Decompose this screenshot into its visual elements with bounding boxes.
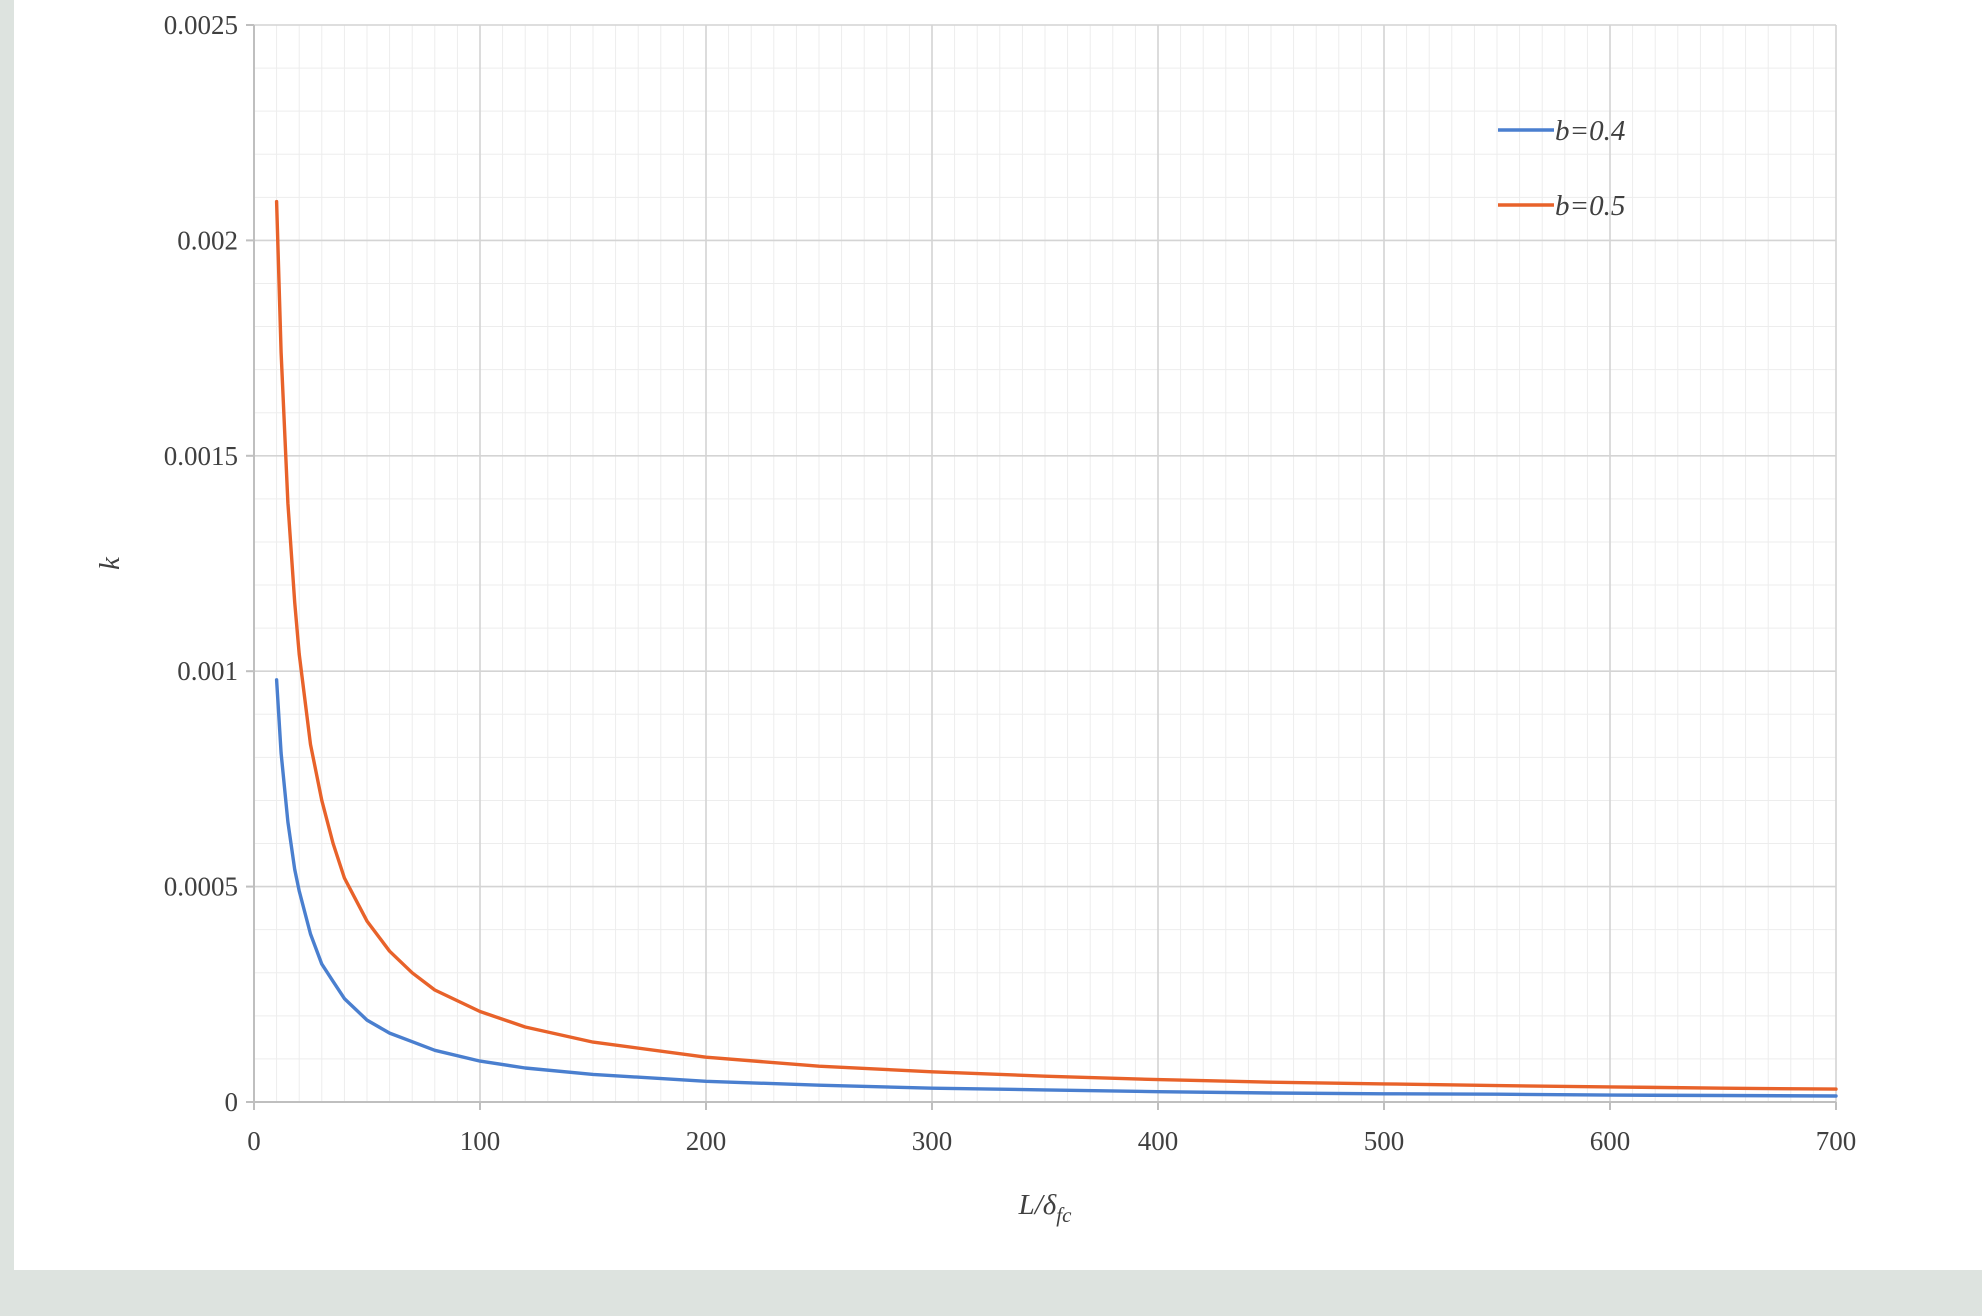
series-line-1 (274, 678, 1838, 1098)
x-tick-label: 300 (912, 1126, 953, 1156)
line-chart: 0 100 200 300 400 500 600 700 0 0.0005 0.001 0.001… (94, 10, 1856, 1227)
legend: b=0.4 b=0.5 (1498, 115, 1625, 222)
y-tick-label: 0 (225, 1087, 239, 1117)
minor-gridlines (254, 25, 1836, 1102)
x-axis-title: L/δfc (1018, 1189, 1073, 1227)
legend-label-2: b=0.5 (1555, 190, 1625, 222)
x-tick-labels: 0 100 200 300 400 500 600 700 (247, 1126, 1856, 1156)
x-axis-title-main: L/δ (1018, 1189, 1057, 1221)
y-tick-label: 0.0015 (164, 441, 238, 471)
series-line-2 (274, 199, 1838, 1091)
x-tick-label: 0 (247, 1126, 261, 1156)
y-tick-label: 0.001 (177, 656, 238, 686)
x-tick-label: 200 (686, 1126, 727, 1156)
y-tick-label: 0.002 (177, 225, 238, 255)
x-tick-label: 500 (1364, 1126, 1405, 1156)
y-tick-labels: 0 0.0005 0.001 0.0015 0.002 0.0025 (164, 10, 238, 1117)
series-lines (274, 199, 1838, 1098)
x-tick-label: 400 (1138, 1126, 1179, 1156)
chart-figure: 0 100 200 300 400 500 600 700 0 0.0005 0.001 0.001… (14, 0, 1982, 1270)
legend-label-1: b=0.4 (1555, 115, 1625, 147)
plot-axes (246, 24, 1837, 1110)
x-tick-label: 600 (1590, 1126, 1631, 1156)
y-tick-label: 0.0005 (164, 872, 238, 902)
x-tick-label: 100 (460, 1126, 501, 1156)
y-tick-label: 0.0025 (164, 10, 238, 40)
x-axis-title-subscript: fc (1056, 1203, 1072, 1227)
y-axis-title: k (94, 556, 126, 570)
x-tick-label: 700 (1816, 1126, 1857, 1156)
